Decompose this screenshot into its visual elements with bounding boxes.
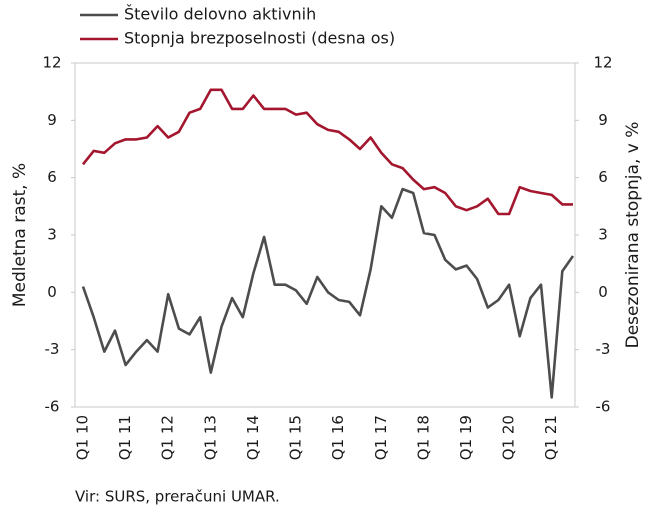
x-tick-label: Q1 11 xyxy=(116,415,134,460)
x-tick-label: Q1 17 xyxy=(372,415,390,460)
y2-tick-label: 0 xyxy=(598,283,608,301)
y2-tick-label: 6 xyxy=(598,168,608,186)
x-tick-label: Q1 21 xyxy=(542,415,560,460)
series-line xyxy=(81,187,575,399)
x-tick-label: Q1 14 xyxy=(244,415,262,460)
series-line xyxy=(81,88,573,216)
y2-tick-label: 12 xyxy=(593,54,612,72)
legend-label: Število delovno aktivnih xyxy=(124,5,316,24)
x-tick-label: Q1 13 xyxy=(201,415,219,460)
x-tick-label: Q1 20 xyxy=(500,415,518,460)
source-note: Vir: SURS, preračuni UMAR. xyxy=(75,488,280,506)
y-tick-label: 0 xyxy=(47,283,57,301)
y2-tick-label: -6 xyxy=(596,398,611,416)
legend-label: Stopnja brezposelnosti (desna os) xyxy=(124,29,395,48)
y-tick-label: -6 xyxy=(45,398,60,416)
y-tick-label: 12 xyxy=(42,54,61,72)
x-tick-label: Q1 16 xyxy=(329,415,347,460)
y-tick-label: 6 xyxy=(47,168,57,186)
x-tick-label: Q1 12 xyxy=(159,415,177,460)
y-axis-label: Medletna rast, % xyxy=(10,163,30,307)
y-tick-label: 9 xyxy=(47,111,57,129)
x-tick-label: Q1 18 xyxy=(414,415,432,460)
x-tick-label: Q1 15 xyxy=(287,415,305,460)
y-tick-label: 3 xyxy=(47,226,57,244)
x-tick-label: Q1 10 xyxy=(74,415,92,460)
y2-axis-label: Desezonirana stopnja, v % xyxy=(623,122,643,349)
y2-tick-label: 3 xyxy=(598,226,608,244)
y2-tick-label: 9 xyxy=(598,111,608,129)
y2-tick-label: -3 xyxy=(596,340,611,358)
plot-frame xyxy=(74,62,576,408)
x-tick-label: Q1 19 xyxy=(457,415,475,460)
y-tick-label: -3 xyxy=(45,340,60,358)
